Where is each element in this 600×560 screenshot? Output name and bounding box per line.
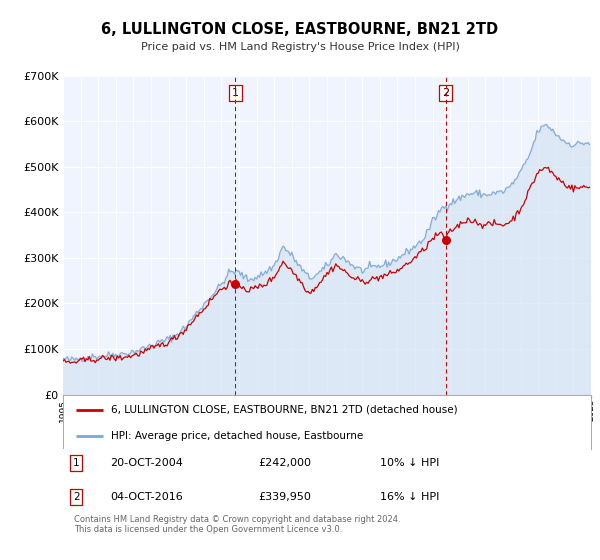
Text: 1: 1 [232, 88, 239, 98]
Text: 2: 2 [73, 492, 80, 502]
Text: 2: 2 [442, 88, 449, 98]
Text: 6, LULLINGTON CLOSE, EASTBOURNE, BN21 2TD (detached house): 6, LULLINGTON CLOSE, EASTBOURNE, BN21 2T… [110, 405, 457, 415]
Text: 16% ↓ HPI: 16% ↓ HPI [380, 492, 439, 502]
Text: 20-OCT-2004: 20-OCT-2004 [110, 458, 184, 468]
Text: 1: 1 [73, 458, 80, 468]
Text: Contains HM Land Registry data © Crown copyright and database right 2024.
This d: Contains HM Land Registry data © Crown c… [74, 515, 400, 534]
Text: £339,950: £339,950 [259, 492, 311, 502]
Text: 10% ↓ HPI: 10% ↓ HPI [380, 458, 439, 468]
Text: Price paid vs. HM Land Registry's House Price Index (HPI): Price paid vs. HM Land Registry's House … [140, 42, 460, 52]
Text: HPI: Average price, detached house, Eastbourne: HPI: Average price, detached house, East… [110, 431, 363, 441]
Text: £242,000: £242,000 [259, 458, 311, 468]
Text: 6, LULLINGTON CLOSE, EASTBOURNE, BN21 2TD: 6, LULLINGTON CLOSE, EASTBOURNE, BN21 2T… [101, 22, 499, 38]
Text: 04-OCT-2016: 04-OCT-2016 [110, 492, 183, 502]
